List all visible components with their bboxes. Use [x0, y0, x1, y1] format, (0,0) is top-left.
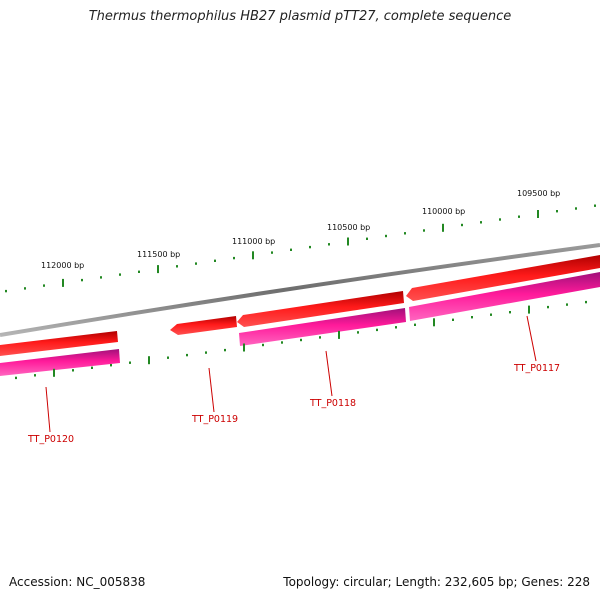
inner-scale-minor-tick — [167, 356, 169, 359]
scale-label-111500: 111500 bp — [137, 250, 180, 259]
inner-scale-ticks — [15, 300, 587, 380]
inner-scale-minor-tick — [452, 318, 454, 321]
outer-scale-minor-tick — [575, 207, 577, 210]
outer-scale-minor-tick — [100, 276, 102, 279]
inner-scale-minor-tick — [566, 303, 568, 306]
outer-scale-minor-tick — [556, 210, 558, 213]
outer-scale-minor-tick — [461, 223, 463, 227]
outer-scale-minor-tick — [385, 234, 387, 238]
inner-scale-minor-tick — [205, 351, 207, 354]
gene-feature-tt-p0118[interactable] — [237, 291, 404, 327]
inner-scale-minor-tick — [395, 326, 397, 329]
outer-scale-minor-tick — [176, 265, 178, 268]
outer-scale-major-tick — [252, 251, 254, 260]
inner-scale-minor-tick — [376, 328, 378, 332]
topology-summary: Topology: circular; Length: 232,605 bp; … — [283, 575, 590, 589]
inner-scale-minor-tick — [281, 341, 283, 344]
outer-scale-minor-tick — [24, 287, 26, 290]
scale-labels: 112000 bp 111500 bp 111000 bp 110500 bp … — [41, 189, 560, 270]
outer-scale-minor-tick — [233, 256, 235, 260]
inner-scale-minor-tick — [509, 311, 511, 314]
forward-features — [0, 255, 600, 356]
inner-scale-minor-tick — [547, 305, 549, 309]
inner-scale-minor-tick — [471, 316, 473, 319]
inner-scale-minor-tick — [129, 361, 131, 364]
scale-label-110500: 110500 bp — [327, 223, 370, 232]
gene-labels: TT_P0120 TT_P0119 TT_P0118 TT_P0117 — [27, 363, 560, 445]
inner-scale-minor-tick — [34, 374, 36, 377]
outer-scale-minor-tick — [138, 270, 140, 273]
outer-scale-major-tick — [347, 237, 349, 246]
outer-scale-minor-tick — [5, 289, 7, 293]
outer-scale-minor-tick — [290, 248, 292, 251]
map-title: Thermus thermophilus HB27 plasmid pTT27,… — [88, 9, 512, 24]
inner-scale-minor-tick — [72, 369, 74, 372]
inner-scale-minor-tick — [91, 366, 93, 369]
gene-feature-tt-p0120[interactable] — [0, 331, 118, 356]
inner-scale-minor-tick — [357, 331, 359, 334]
outer-scale-minor-tick — [366, 237, 368, 240]
scale-label-110000: 110000 bp — [422, 207, 465, 216]
outer-scale-minor-tick — [81, 278, 83, 282]
outer-scale-minor-tick — [518, 215, 520, 218]
accession-text: Accession: NC_005838 — [9, 575, 146, 589]
outer-scale-major-tick — [442, 223, 444, 232]
inner-scale-minor-tick — [585, 300, 587, 304]
outer-scale-ticks — [5, 204, 596, 293]
outer-scale-minor-tick — [594, 204, 596, 207]
outer-scale-minor-tick — [404, 232, 406, 235]
inner-scale-minor-tick — [110, 364, 112, 367]
outer-scale-major-tick — [157, 265, 159, 274]
outer-scale-major-tick — [537, 210, 539, 218]
outer-scale-minor-tick — [214, 259, 216, 262]
outer-scale-major-tick — [62, 278, 64, 287]
outer-scale-minor-tick — [119, 273, 121, 276]
inner-scale-minor-tick — [414, 323, 416, 326]
outer-scale-minor-tick — [480, 221, 482, 224]
gene-label-tt-p0120[interactable]: TT_P0120 — [27, 434, 74, 445]
gene-feature-tt-p0117[interactable] — [406, 255, 600, 301]
outer-scale-minor-tick — [423, 229, 425, 232]
gene-label-tt-p0117[interactable]: TT_P0117 — [513, 363, 560, 374]
scale-label-112000: 112000 bp — [41, 261, 84, 270]
plasmid-backbone — [0, 243, 600, 337]
gene-line-tt-p0120 — [45, 386, 51, 433]
gene-feature-reverse-1[interactable] — [0, 349, 120, 376]
outer-scale-minor-tick — [328, 243, 330, 246]
gene-feature-reverse-3[interactable] — [409, 272, 600, 321]
outer-scale-minor-tick — [195, 262, 197, 265]
scale-label-109500: 109500 bp — [517, 189, 560, 198]
gene-line-tt-p0119 — [208, 367, 215, 413]
reverse-features — [0, 272, 600, 376]
outer-scale-minor-tick — [309, 245, 311, 249]
gene-label-lines — [45, 315, 537, 433]
inner-scale-major-tick — [243, 343, 245, 352]
gene-feature-reverse-2[interactable] — [239, 308, 406, 346]
inner-scale-minor-tick — [490, 313, 492, 316]
inner-scale-minor-tick — [186, 353, 188, 357]
inner-scale-minor-tick — [15, 376, 17, 380]
gene-line-tt-p0118 — [325, 350, 333, 397]
inner-scale-minor-tick — [262, 343, 264, 347]
gene-line-tt-p0117 — [526, 315, 537, 362]
inner-scale-minor-tick — [300, 338, 302, 342]
gene-feature-tt-p0119[interactable] — [170, 316, 237, 335]
inner-scale-major-tick — [53, 368, 55, 377]
outer-scale-minor-tick — [499, 218, 501, 221]
gene-label-tt-p0118[interactable]: TT_P0118 — [309, 398, 356, 409]
inner-scale-major-tick — [338, 330, 340, 339]
outer-scale-minor-tick — [43, 284, 45, 287]
inner-scale-minor-tick — [224, 348, 226, 352]
inner-scale-minor-tick — [319, 336, 321, 339]
inner-scale-major-tick — [148, 356, 150, 365]
inner-scale-major-tick — [528, 305, 530, 314]
outer-scale-minor-tick — [271, 251, 273, 254]
scale-label-111000: 111000 bp — [232, 237, 275, 246]
gene-label-tt-p0119[interactable]: TT_P0119 — [191, 414, 238, 425]
inner-scale-major-tick — [433, 318, 435, 327]
